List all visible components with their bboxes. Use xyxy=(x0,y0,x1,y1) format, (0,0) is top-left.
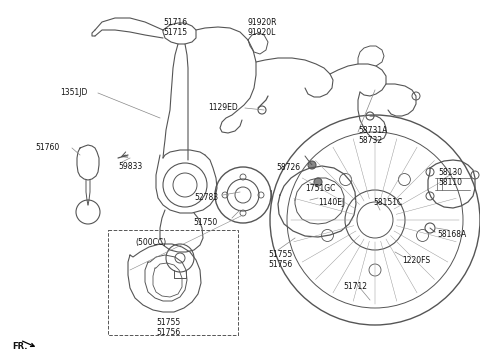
Bar xyxy=(108,230,238,335)
Text: 58726: 58726 xyxy=(276,163,300,172)
Text: 1220FS: 1220FS xyxy=(402,256,430,265)
Circle shape xyxy=(308,161,316,169)
Text: 58130
58110: 58130 58110 xyxy=(438,168,462,187)
Text: 91920R
91920L: 91920R 91920L xyxy=(247,18,277,37)
Text: 58168A: 58168A xyxy=(437,230,467,239)
Text: 51712: 51712 xyxy=(343,282,367,291)
Text: FR.: FR. xyxy=(12,342,27,351)
Text: 51755
51756: 51755 51756 xyxy=(268,250,292,269)
Text: 1751GC: 1751GC xyxy=(305,184,336,193)
Text: 1129ED: 1129ED xyxy=(208,103,238,112)
Text: 52783: 52783 xyxy=(194,193,218,202)
Text: 51750: 51750 xyxy=(194,218,218,227)
Text: 51716
51715: 51716 51715 xyxy=(163,18,187,37)
Text: (500CC): (500CC) xyxy=(135,238,166,247)
Text: 1140EJ: 1140EJ xyxy=(318,198,344,207)
Text: 58731A
58732: 58731A 58732 xyxy=(358,126,387,145)
Text: 51760: 51760 xyxy=(36,143,60,152)
Text: 51755
51756: 51755 51756 xyxy=(156,318,180,337)
Text: 1351JD: 1351JD xyxy=(60,88,88,97)
Circle shape xyxy=(314,178,322,186)
Text: 58151C: 58151C xyxy=(373,198,402,207)
Text: 59833: 59833 xyxy=(118,162,142,171)
